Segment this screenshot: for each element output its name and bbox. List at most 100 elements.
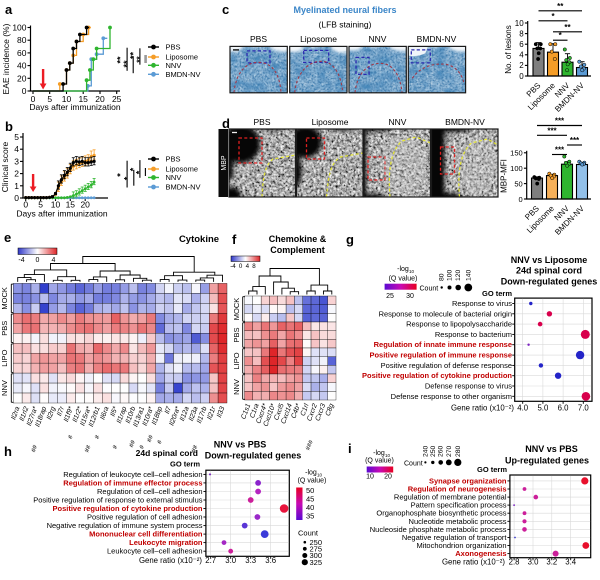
svg-text:PBS: PBS: [166, 155, 181, 164]
svg-text:GO term: GO term: [477, 465, 507, 474]
svg-text:Synapse organization: Synapse organization: [429, 476, 507, 485]
svg-text:Response to molecule of bacter: Response to molecule of bacterial origin: [379, 309, 512, 318]
svg-text:Positive regulation of defense: Positive regulation of defense response: [381, 361, 512, 370]
svg-text:3.4: 3.4: [565, 557, 577, 566]
svg-text:40: 40: [306, 503, 314, 512]
svg-text:g: g: [346, 232, 354, 247]
svg-text:c: c: [222, 2, 229, 17]
svg-text:Nucleotide metabolic process: Nucleotide metabolic process: [409, 517, 507, 526]
svg-text:Cytokine: Cytokine: [179, 234, 219, 245]
svg-text:*: *: [134, 170, 144, 174]
svg-text:NNV: NNV: [166, 173, 182, 182]
svg-text:Gene ratio (x10⁻²): Gene ratio (x10⁻²): [139, 556, 202, 565]
svg-text:120: 120: [455, 269, 462, 281]
svg-text:MOCK: MOCK: [232, 298, 241, 321]
svg-text:Gene ratio (x10⁻²): Gene ratio (x10⁻²): [442, 557, 505, 566]
svg-text:6: 6: [519, 40, 524, 49]
svg-text:Il12a: Il12a: [179, 406, 191, 423]
svg-text:###: ###: [304, 439, 315, 452]
svg-text:2: 2: [14, 169, 19, 179]
svg-text:C1ra: C1ra: [249, 403, 261, 420]
svg-text:4: 4: [52, 257, 56, 264]
svg-text:#: #: [112, 444, 120, 450]
svg-text:10: 10: [366, 474, 374, 481]
svg-text:Il23a: Il23a: [188, 406, 200, 423]
svg-text:3.2: 3.2: [546, 557, 557, 566]
svg-text:300: 300: [310, 551, 323, 560]
svg-text:Mononuclear cell differentiati: Mononuclear cell differentiation: [89, 530, 203, 539]
svg-text:Il5*: Il5*: [109, 406, 119, 418]
svg-text:3.6: 3.6: [265, 556, 276, 565]
svg-text:NNV: NNV: [389, 117, 407, 127]
svg-text:3.3: 3.3: [245, 556, 256, 565]
svg-text:Myelinated neural fibers: Myelinated neural fibers: [293, 5, 396, 15]
svg-text:Il7r: Il7r: [56, 405, 66, 417]
svg-text:140: 140: [465, 269, 472, 281]
svg-text:(LFB staining): (LFB staining): [319, 20, 372, 30]
svg-text:Clinical score: Clinical score: [0, 141, 10, 192]
svg-text:##: ##: [146, 434, 155, 443]
svg-text:C1rl: C1rl: [300, 402, 311, 417]
svg-text:250: 250: [310, 538, 323, 547]
svg-text:-4: -4: [18, 257, 24, 264]
svg-text:10: 10: [317, 473, 323, 478]
svg-text:(Q value): (Q value): [365, 458, 394, 465]
svg-text:Liposome: Liposome: [312, 117, 349, 127]
svg-text:(Q value): (Q value): [389, 276, 418, 283]
svg-text:7.0: 7.0: [578, 404, 590, 413]
svg-text:(Q value): (Q value): [298, 478, 327, 485]
svg-text:##: ##: [128, 439, 137, 448]
svg-text:325: 325: [310, 558, 323, 567]
svg-text:Down-regulated genes: Down-regulated genes: [501, 276, 598, 286]
svg-text:5.0: 5.0: [537, 404, 549, 413]
svg-text:NNV vs PBS: NNV vs PBS: [214, 440, 267, 450]
svg-text:PBS: PBS: [232, 327, 241, 342]
svg-text:C8g: C8g: [325, 403, 336, 417]
svg-text:Positive regulation of immune: Positive regulation of immune response: [369, 351, 512, 360]
svg-text:GO term: GO term: [170, 460, 200, 469]
svg-text:1: 1: [14, 181, 19, 191]
svg-text:20: 20: [17, 73, 27, 83]
svg-text:3.0: 3.0: [225, 556, 237, 565]
svg-text:10: 10: [62, 94, 72, 104]
svg-text:MBP: MBP: [221, 155, 228, 171]
svg-text:Regulation of neurogenesis: Regulation of neurogenesis: [408, 485, 507, 494]
svg-text:Il2ra: Il2ra: [10, 406, 21, 421]
svg-text:4: 4: [246, 263, 250, 270]
svg-text:Response to lipopolysaccharide: Response to lipopolysaccharide: [406, 320, 512, 329]
svg-text:-log: -log: [373, 450, 385, 457]
svg-text:Positive regulation of respons: Positive regulation of response to exter…: [33, 496, 203, 505]
svg-text:##: ##: [84, 444, 93, 453]
svg-text:15: 15: [78, 94, 88, 104]
svg-text:Regulation of membrane potenti: Regulation of membrane potential: [394, 493, 507, 502]
svg-text:8: 8: [519, 29, 524, 38]
svg-text:60: 60: [17, 48, 27, 58]
svg-text:BMDN-NV: BMDN-NV: [417, 34, 457, 44]
svg-text:Pattern specification process: Pattern specification process: [411, 501, 507, 510]
svg-text:C4b*: C4b*: [290, 402, 302, 419]
svg-text:**: **: [557, 2, 564, 11]
svg-text:2.8: 2.8: [509, 557, 520, 566]
svg-text:280: 280: [455, 445, 462, 457]
svg-text:MBP-MFI: MBP-MFI: [500, 159, 509, 193]
svg-text:BMDN-NV: BMDN-NV: [166, 70, 201, 79]
svg-text:BMDN-NV: BMDN-NV: [166, 183, 201, 192]
svg-text:20: 20: [80, 200, 90, 210]
svg-text:*: *: [123, 176, 133, 180]
svg-text:5: 5: [14, 132, 19, 142]
svg-text:Up-regulated genes: Up-regulated genes: [505, 456, 589, 466]
svg-text:a: a: [5, 2, 13, 17]
svg-text:Response to virus: Response to virus: [452, 299, 512, 308]
svg-text:25: 25: [386, 293, 394, 300]
svg-text:10: 10: [409, 269, 415, 274]
svg-text:Defense response to other orga: Defense response to other organism: [391, 392, 512, 401]
svg-text:NNV vs PBS: NNV vs PBS: [525, 444, 578, 454]
svg-text:6.0: 6.0: [558, 404, 570, 413]
svg-text:NNV: NNV: [166, 61, 182, 70]
svg-text:LIPO: LIPO: [232, 352, 241, 369]
svg-text:3.0: 3.0: [528, 557, 540, 566]
svg-text:NNV: NNV: [0, 380, 9, 396]
svg-text:GO term: GO term: [482, 289, 512, 298]
svg-text:5: 5: [47, 94, 52, 104]
svg-text:Mitochondrion organization: Mitochondrion organization: [416, 541, 506, 550]
